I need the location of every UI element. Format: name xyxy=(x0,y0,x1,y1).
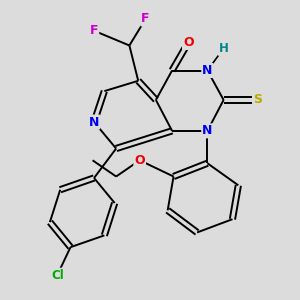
Text: N: N xyxy=(89,116,99,128)
Text: N: N xyxy=(202,124,213,137)
Text: F: F xyxy=(141,13,150,26)
Text: Cl: Cl xyxy=(51,268,64,282)
Text: H: H xyxy=(219,42,229,55)
Text: O: O xyxy=(183,36,194,49)
Text: S: S xyxy=(253,93,262,106)
Text: F: F xyxy=(90,24,98,37)
Text: O: O xyxy=(134,154,145,167)
Text: N: N xyxy=(202,64,213,77)
